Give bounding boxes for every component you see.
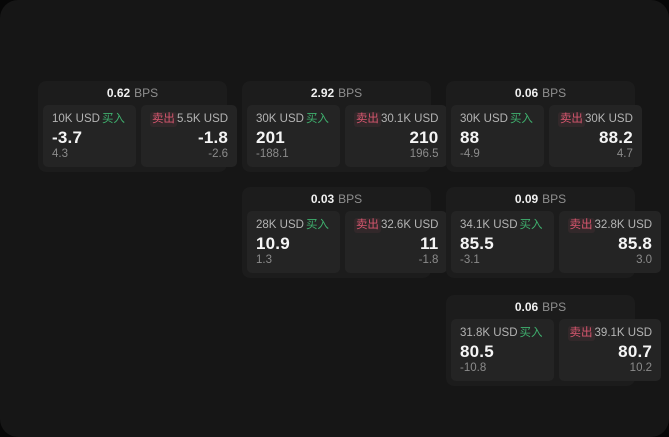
sell-delta: -2.6 — [208, 148, 229, 160]
sell-tile[interactable]: 卖出 32.8K USD 85.8 3.0 — [558, 211, 662, 273]
buy-button[interactable]: 买入 — [509, 113, 533, 125]
quote-card: 0.03 BPS 28K USD 买入 10.9 1.3 卖出 32.6K US… — [242, 187, 448, 278]
spread-bps-value: 0.09 — [514, 192, 539, 206]
sell-button[interactable]: 卖出 — [557, 112, 585, 127]
sell-price: 210 — [409, 128, 439, 147]
buy-amount: 30K USD — [460, 113, 508, 125]
buy-tile[interactable]: 30K USD 买入 201 -188.1 — [247, 105, 340, 167]
spread-bps-unit: BPS — [134, 86, 159, 100]
buy-delta: -4.9 — [460, 148, 480, 160]
sell-price: 11 — [420, 234, 439, 253]
sell-price: -1.8 — [197, 128, 229, 147]
spread-bps-value: 0.06 — [514, 300, 539, 314]
sell-price: 85.8 — [618, 234, 653, 253]
buy-tile[interactable]: 28K USD 买入 10.9 1.3 — [247, 211, 340, 273]
buy-button[interactable]: 买入 — [101, 113, 125, 125]
spread-bps-value: 2.92 — [310, 86, 335, 100]
sell-delta: 10.2 — [629, 362, 653, 374]
buy-price: 80.5 — [460, 342, 494, 361]
sell-button[interactable]: 卖出 — [567, 326, 595, 341]
spread-bps-value: 0.06 — [514, 86, 539, 100]
sell-delta: 3.0 — [636, 254, 653, 266]
quote-card: 0.06 BPS 30K USD 买入 88 -4.9 卖出 30K USD 8… — [446, 81, 642, 172]
sell-amount: 30.1K USD — [380, 113, 439, 125]
sell-amount: 39.1K USD — [594, 327, 653, 339]
buy-price: 201 — [256, 128, 285, 147]
buy-amount: 31.8K USD — [460, 327, 518, 339]
buy-price: 85.5 — [460, 234, 494, 253]
sell-button[interactable]: 卖出 — [149, 112, 177, 127]
buy-delta: -188.1 — [256, 148, 289, 160]
buy-delta: 1.3 — [256, 254, 272, 266]
quote-card: 0.06 BPS 31.8K USD 买入 80.5 -10.8 卖出 39.1… — [446, 295, 662, 386]
spread-bps-value: 0.03 — [310, 192, 335, 206]
sell-amount: 30K USD — [584, 113, 633, 125]
spread-header: 0.03 BPS — [242, 187, 431, 211]
spread-bps-unit: BPS — [542, 86, 567, 100]
buy-amount: 28K USD — [256, 219, 304, 231]
buy-delta: -10.8 — [460, 362, 487, 374]
quote-card: 2.92 BPS 30K USD 买入 201 -188.1 卖出 30.1K … — [242, 81, 448, 172]
buy-price: -3.7 — [52, 128, 83, 147]
spread-bps-value: 0.62 — [106, 86, 131, 100]
sell-amount: 5.5K USD — [176, 113, 229, 125]
spread-bps-unit: BPS — [542, 300, 567, 314]
spread-header: 0.62 BPS — [38, 81, 227, 105]
buy-tile[interactable]: 31.8K USD 买入 80.5 -10.8 — [451, 319, 554, 381]
sell-delta: -1.8 — [418, 254, 439, 266]
sell-tile[interactable]: 卖出 39.1K USD 80.7 10.2 — [558, 319, 662, 381]
spread-header: 0.06 BPS — [446, 81, 635, 105]
sell-button[interactable]: 卖出 — [353, 112, 381, 127]
buy-delta: 4.3 — [52, 148, 68, 160]
sell-amount: 32.6K USD — [380, 219, 439, 231]
sell-delta: 4.7 — [616, 148, 633, 160]
sell-tile[interactable]: 卖出 30K USD 88.2 4.7 — [548, 105, 642, 167]
sell-tile[interactable]: 卖出 5.5K USD -1.8 -2.6 — [140, 105, 238, 167]
buy-button[interactable]: 买入 — [305, 219, 329, 231]
buy-amount: 30K USD — [256, 113, 304, 125]
buy-price: 10.9 — [256, 234, 290, 253]
sell-price: 88.2 — [598, 128, 633, 147]
buy-button[interactable]: 买入 — [305, 113, 329, 125]
spread-bps-unit: BPS — [338, 86, 363, 100]
buy-tile[interactable]: 30K USD 买入 88 -4.9 — [451, 105, 544, 167]
buy-delta: -3.1 — [460, 254, 480, 266]
buy-amount: 10K USD — [52, 113, 100, 125]
spread-bps-unit: BPS — [542, 192, 567, 206]
sell-button[interactable]: 卖出 — [567, 218, 595, 233]
quote-card: 0.09 BPS 34.1K USD 买入 85.5 -3.1 卖出 32.8K… — [446, 187, 662, 278]
sell-delta: 196.5 — [409, 148, 439, 160]
sell-price: 80.7 — [618, 342, 653, 361]
sell-button[interactable]: 卖出 — [353, 218, 381, 233]
buy-tile[interactable]: 10K USD 买入 -3.7 4.3 — [43, 105, 136, 167]
quote-card: 0.62 BPS 10K USD 买入 -3.7 4.3 卖出 5.5K USD… — [38, 81, 238, 172]
buy-button[interactable]: 买入 — [519, 219, 543, 231]
spread-bps-unit: BPS — [338, 192, 363, 206]
sell-amount: 32.8K USD — [594, 219, 653, 231]
sell-tile[interactable]: 卖出 30.1K USD 210 196.5 — [344, 105, 448, 167]
buy-amount: 34.1K USD — [460, 219, 518, 231]
buy-price: 88 — [460, 128, 480, 147]
spread-header: 2.92 BPS — [242, 81, 431, 105]
spread-header: 0.09 BPS — [446, 187, 635, 211]
spread-header: 0.06 BPS — [446, 295, 635, 319]
buy-button[interactable]: 买入 — [519, 327, 543, 339]
buy-tile[interactable]: 34.1K USD 买入 85.5 -3.1 — [451, 211, 554, 273]
sell-tile[interactable]: 卖出 32.6K USD 11 -1.8 — [344, 211, 448, 273]
